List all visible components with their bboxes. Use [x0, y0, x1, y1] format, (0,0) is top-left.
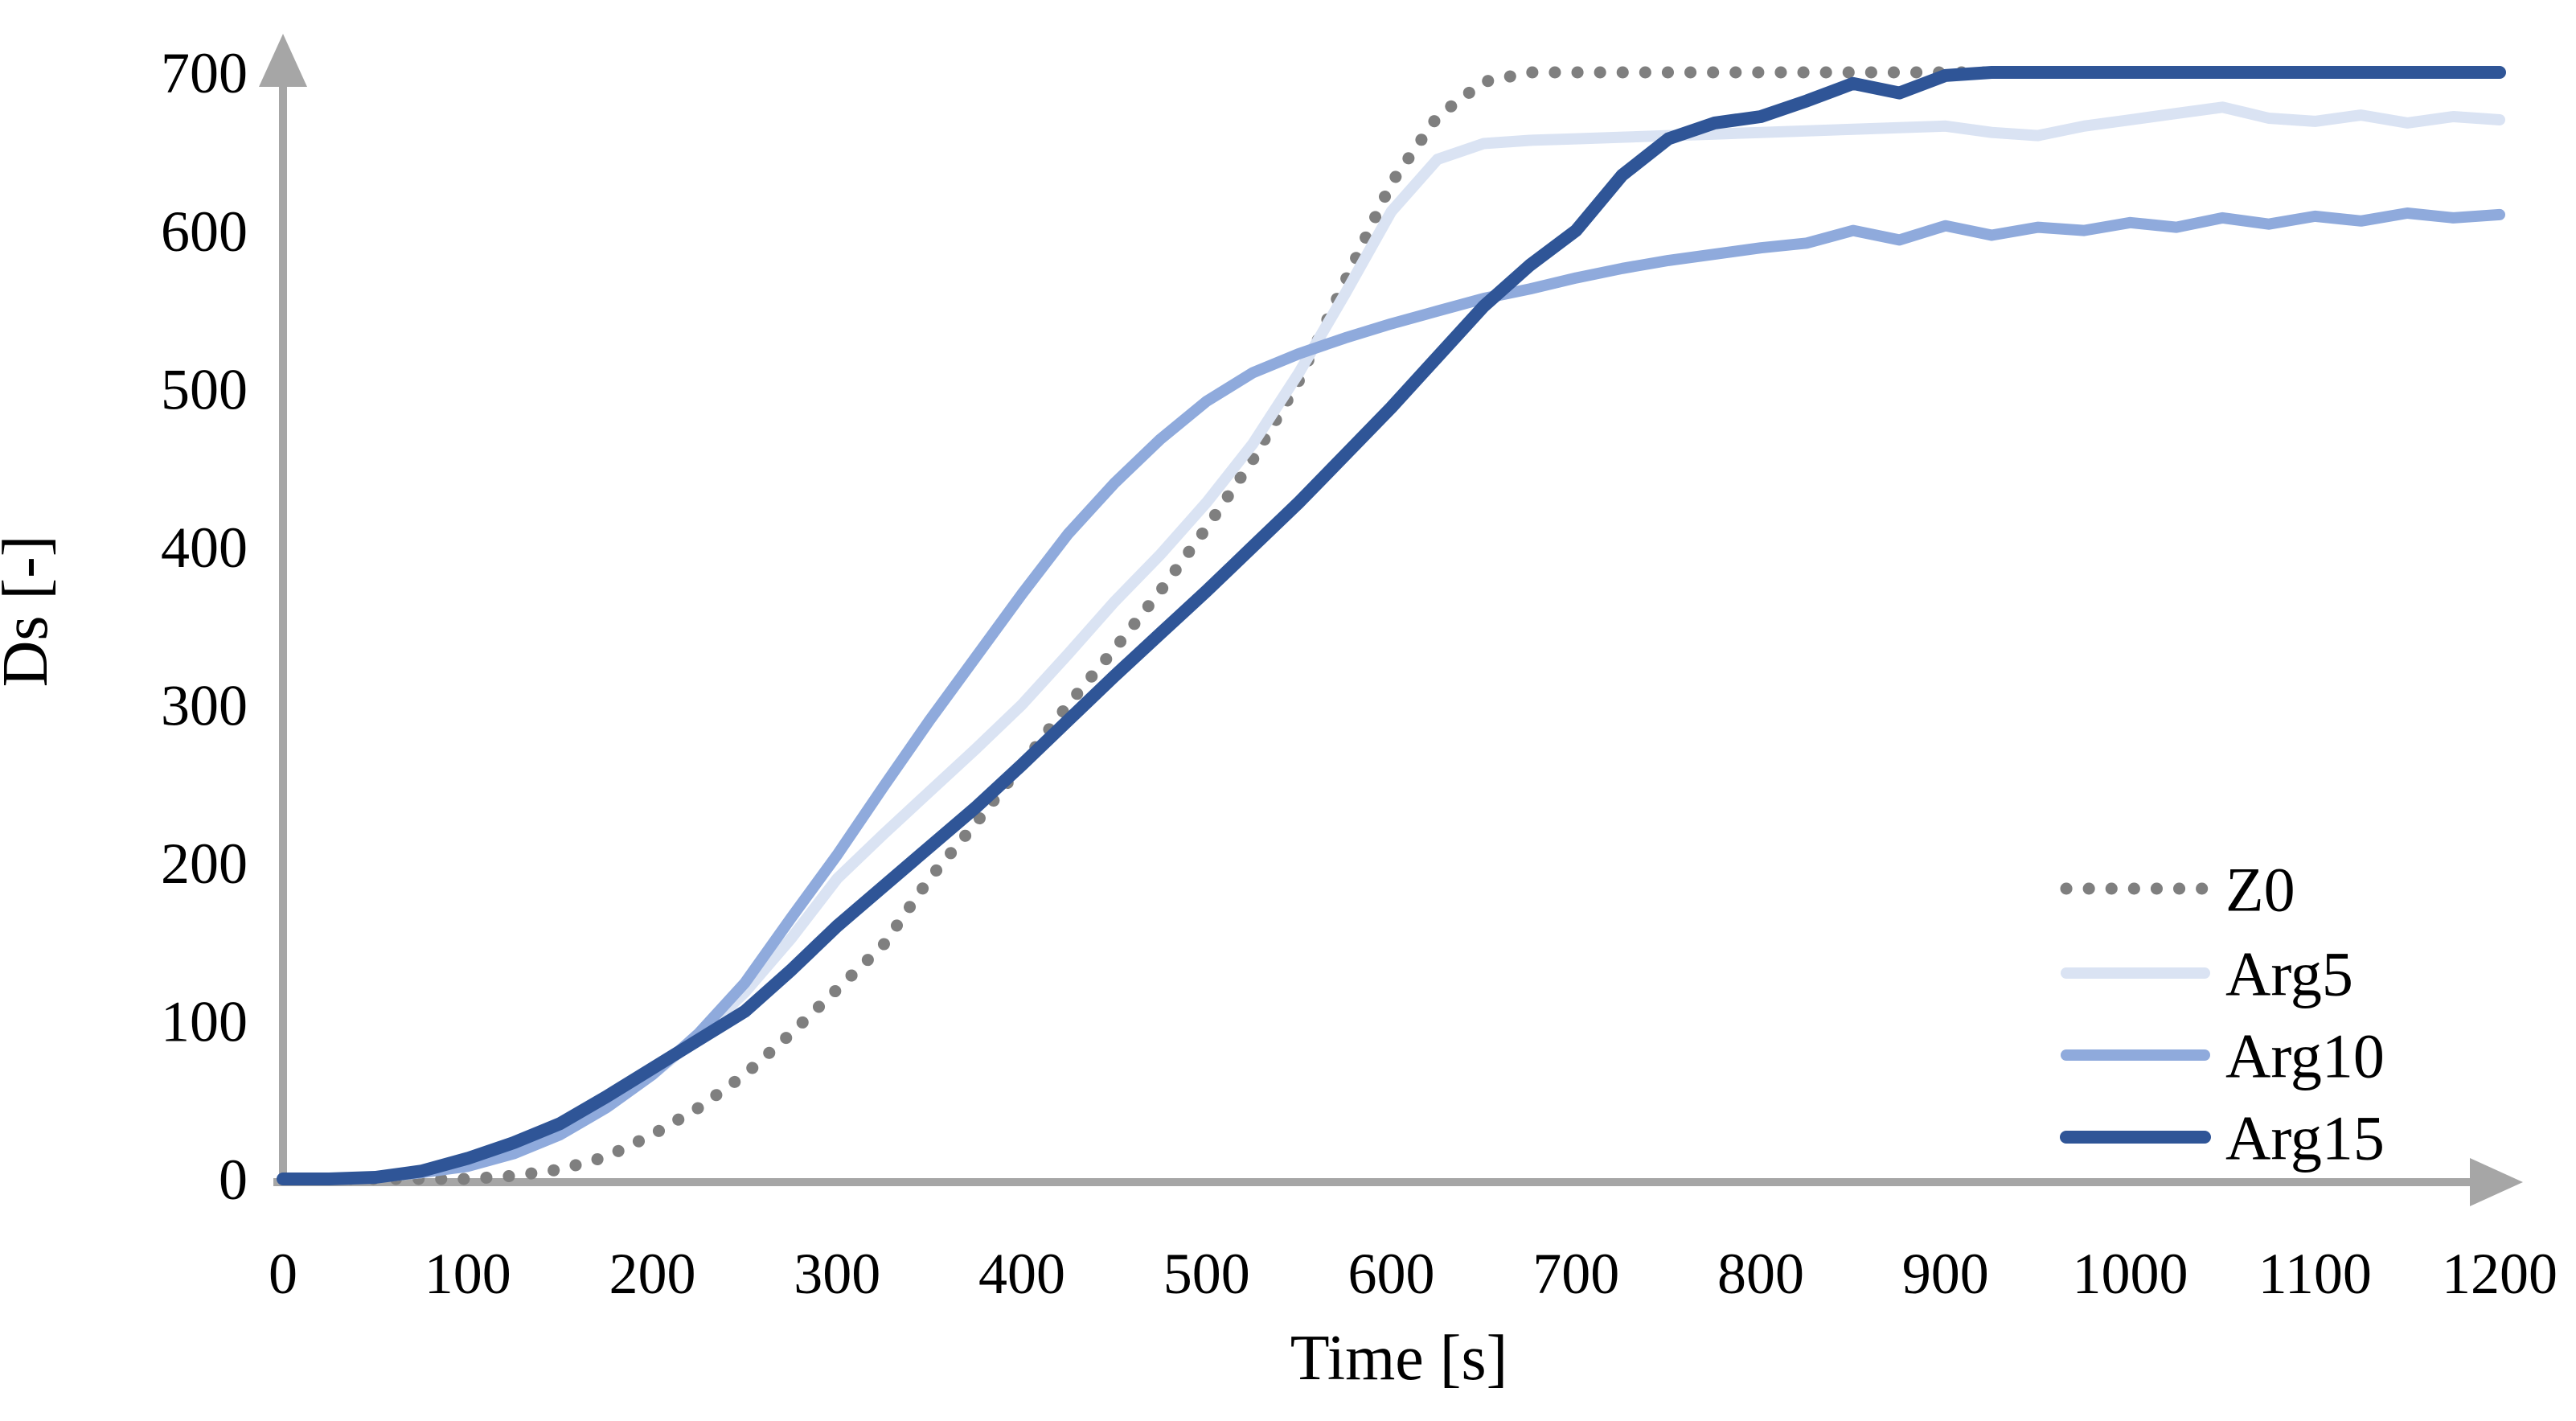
- legend-item-arg5: Arg5: [2061, 938, 2353, 1008]
- series-layer: [277, 66, 2506, 1185]
- axes-layer: [259, 34, 2523, 1206]
- y-tick-label: 500: [161, 357, 248, 421]
- ticks-layer: 0 100 200 300 400 500 600 700 800 900 1000 1100 1200…: [161, 41, 2558, 1306]
- legend-layer: Z0 Arg5 Arg10 Arg15: [2060, 854, 2385, 1173]
- x-tick-label: 900: [1902, 1242, 1989, 1306]
- x-tick-label: 400: [978, 1242, 1065, 1306]
- x-tick-label: 100: [425, 1242, 511, 1306]
- legend-label: Arg15: [2225, 1103, 2385, 1173]
- x-axis-arrow-icon: [2470, 1158, 2523, 1206]
- y-tick-label: 400: [161, 515, 248, 580]
- y-tick-label: 600: [161, 199, 248, 264]
- legend-item-arg10: Arg10: [2061, 1021, 2385, 1090]
- y-tick-label: 300: [161, 673, 248, 737]
- x-tick-label: 500: [1163, 1242, 1250, 1306]
- series-line-arg10: [277, 207, 2505, 1185]
- x-tick-label: 1100: [2258, 1242, 2372, 1306]
- x-tick-label: 1000: [2073, 1242, 2188, 1306]
- x-tick-label: 0: [269, 1242, 297, 1306]
- legend-item-arg15: Arg15: [2060, 1103, 2385, 1173]
- series-line-arg5: [277, 101, 2505, 1185]
- x-tick-label: 1200: [2442, 1242, 2558, 1306]
- series-line-z0: [277, 66, 2506, 1185]
- y-tick-label: 700: [161, 41, 248, 105]
- x-tick-label: 200: [609, 1242, 696, 1306]
- y-tick-label: 0: [219, 1148, 248, 1212]
- legend-label: Arg5: [2225, 938, 2353, 1008]
- x-tick-label: 700: [1532, 1242, 1619, 1306]
- y-tick-label: 100: [161, 990, 248, 1054]
- legend-label: Arg10: [2225, 1021, 2385, 1090]
- x-tick-label: 600: [1348, 1242, 1435, 1306]
- legend-label: Z0: [2225, 854, 2295, 924]
- y-tick-label: 200: [161, 832, 248, 896]
- y-axis-arrow-icon: [259, 34, 307, 87]
- series-line-arg15: [277, 66, 2506, 1185]
- x-tick-label: 300: [794, 1242, 880, 1306]
- x-tick-label: 800: [1717, 1242, 1804, 1306]
- y-axis-title: Ds [-]: [0, 536, 61, 688]
- x-axis-title: Time [s]: [1290, 1323, 1507, 1394]
- legend-item-z0: Z0: [2060, 854, 2295, 924]
